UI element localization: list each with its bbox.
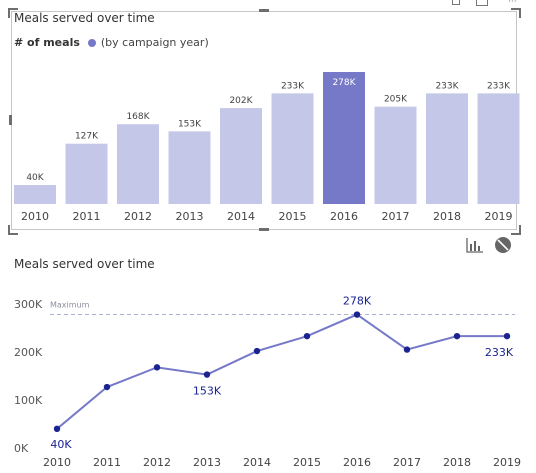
bar-data-label: 233K [435, 81, 459, 91]
analytics-icon[interactable] [466, 237, 484, 253]
legend-dot-icon [87, 38, 96, 47]
line-data-label: 233K [485, 346, 514, 359]
bar-chart-legend: # of meals (by campaign year) [14, 36, 209, 49]
legend-title: # of meals [14, 36, 80, 49]
focus-mode-icon[interactable] [476, 0, 488, 6]
resize-corner-tr[interactable] [511, 8, 521, 18]
data-point [453, 332, 461, 340]
y-tick-label: 0K [14, 442, 29, 455]
y-tick-label: 100K [14, 394, 43, 407]
data-point [253, 347, 261, 355]
x-tick-label: 2015 [279, 210, 307, 223]
x-tick-label: 2013 [176, 210, 204, 223]
resize-handle-left[interactable] [9, 115, 12, 125]
bar-data-label: 233K [281, 81, 305, 91]
bar-2017 [374, 106, 417, 204]
x-tick-label: 2019 [485, 210, 513, 223]
line-data-label: 278K [343, 295, 372, 308]
x-tick-label: 2012 [124, 210, 152, 223]
x-tick-label: 2010 [43, 456, 71, 469]
x-tick-label: 2011 [93, 456, 121, 469]
x-tick-label: 2014 [227, 210, 255, 223]
resize-corner-br[interactable] [511, 225, 521, 235]
bar-2013 [168, 131, 211, 204]
bar-data-label: 233K [487, 81, 511, 91]
bar-data-label: 278K [332, 78, 356, 88]
reference-line-label: Maximum [50, 301, 90, 310]
data-point [503, 332, 511, 340]
x-tick-label: 2018 [433, 210, 461, 223]
ellipsis-icon[interactable]: ··· [508, 0, 517, 7]
y-tick-label: 200K [14, 346, 43, 359]
data-point [103, 383, 111, 391]
bar-data-label: 168K [126, 112, 150, 122]
resize-handle-bottom[interactable] [259, 228, 269, 231]
more-options-icon[interactable] [452, 0, 460, 5]
x-tick-label: 2015 [293, 456, 321, 469]
x-tick-label: 2013 [193, 456, 221, 469]
bar-data-label: 205K [384, 95, 408, 105]
x-tick-label: 2014 [243, 456, 271, 469]
data-point [353, 311, 361, 318]
data-point [53, 425, 61, 432]
data-point [153, 364, 161, 371]
x-tick-label: 2016 [343, 456, 371, 469]
y-tick-label: 300K [14, 298, 43, 311]
x-tick-label: 2019 [493, 456, 521, 469]
line-chart-title: Meals served over time [14, 257, 155, 271]
bar-data-label: 40K [26, 173, 44, 183]
line-data-label: 40K [50, 438, 72, 451]
data-point [303, 332, 311, 340]
bar-2018 [426, 93, 468, 204]
legend-item-label: (by campaign year) [100, 36, 209, 49]
resize-handle-top[interactable] [259, 9, 269, 12]
bar-data-label: 153K [178, 119, 202, 129]
data-point [403, 346, 411, 353]
resize-corner-bl[interactable] [8, 225, 18, 235]
bar-2016 [323, 72, 365, 204]
bar-data-label: 202K [229, 96, 253, 106]
bar-2010 [14, 185, 56, 204]
bar-2019 [477, 93, 520, 204]
x-tick-label: 2016 [330, 210, 358, 223]
bar-chart: 40K 2010 127K 2011 168K 2012 153K 2013 202K 2014 2… [14, 72, 520, 223]
x-tick-label: 2011 [73, 210, 101, 223]
resize-corner-tl[interactable] [8, 8, 18, 18]
bar-2012 [117, 124, 159, 204]
x-tick-label: 2010 [21, 210, 49, 223]
bar-2014 [220, 108, 262, 204]
line-data-label: 153K [193, 385, 222, 398]
x-tick-label: 2017 [393, 456, 421, 469]
x-tick-label: 2012 [143, 456, 171, 469]
no-filter-icon[interactable] [494, 236, 512, 254]
x-tick-label: 2017 [382, 210, 410, 223]
series-line [56, 313, 507, 430]
data-point [203, 371, 211, 378]
bar-chart-title: Meals served over time [14, 11, 155, 25]
bar-2011 [65, 143, 108, 204]
bar-data-label: 127K [75, 132, 99, 142]
x-tick-label: 2018 [443, 456, 471, 469]
bar-2015 [271, 93, 314, 204]
